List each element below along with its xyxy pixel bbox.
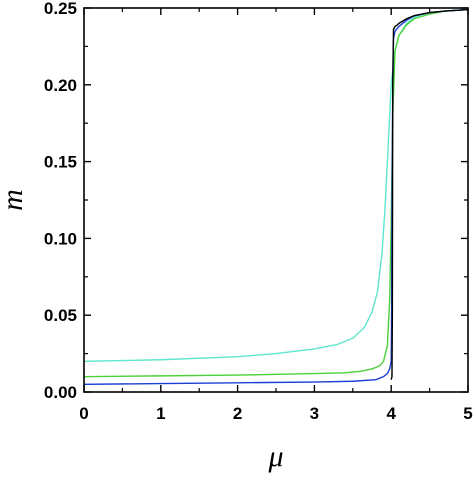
y-tick-label: 0.20 [44,76,77,95]
series-line-2 [83,8,469,378]
x-axis-label: μ [267,440,283,473]
series-layer [83,8,469,386]
x-tick-label: 5 [463,404,472,423]
series-line-3 [83,8,469,362]
x-tick-label: 4 [386,404,396,423]
x-tick-label: 2 [233,404,242,423]
x-tick-label: 1 [156,404,165,423]
y-tick-label: 0.15 [44,153,77,172]
ticks-layer: 0 1 2 3 4 5 0.00 0.05 0.10 0.15 0.20 0.25 [44,0,473,423]
x-tick-label: 0 [79,404,88,423]
y-tick-label: 0.00 [44,383,77,402]
y-tick-label: 0.25 [44,0,77,18]
y-axis-label: m [0,189,29,211]
y-tick-label: 0.05 [44,306,77,325]
y-tick-label: 0.10 [44,229,77,248]
x-tick-label: 3 [310,404,319,423]
series-line-0 [390,8,469,380]
plot-frame [83,7,469,393]
series-line-1 [83,8,469,386]
